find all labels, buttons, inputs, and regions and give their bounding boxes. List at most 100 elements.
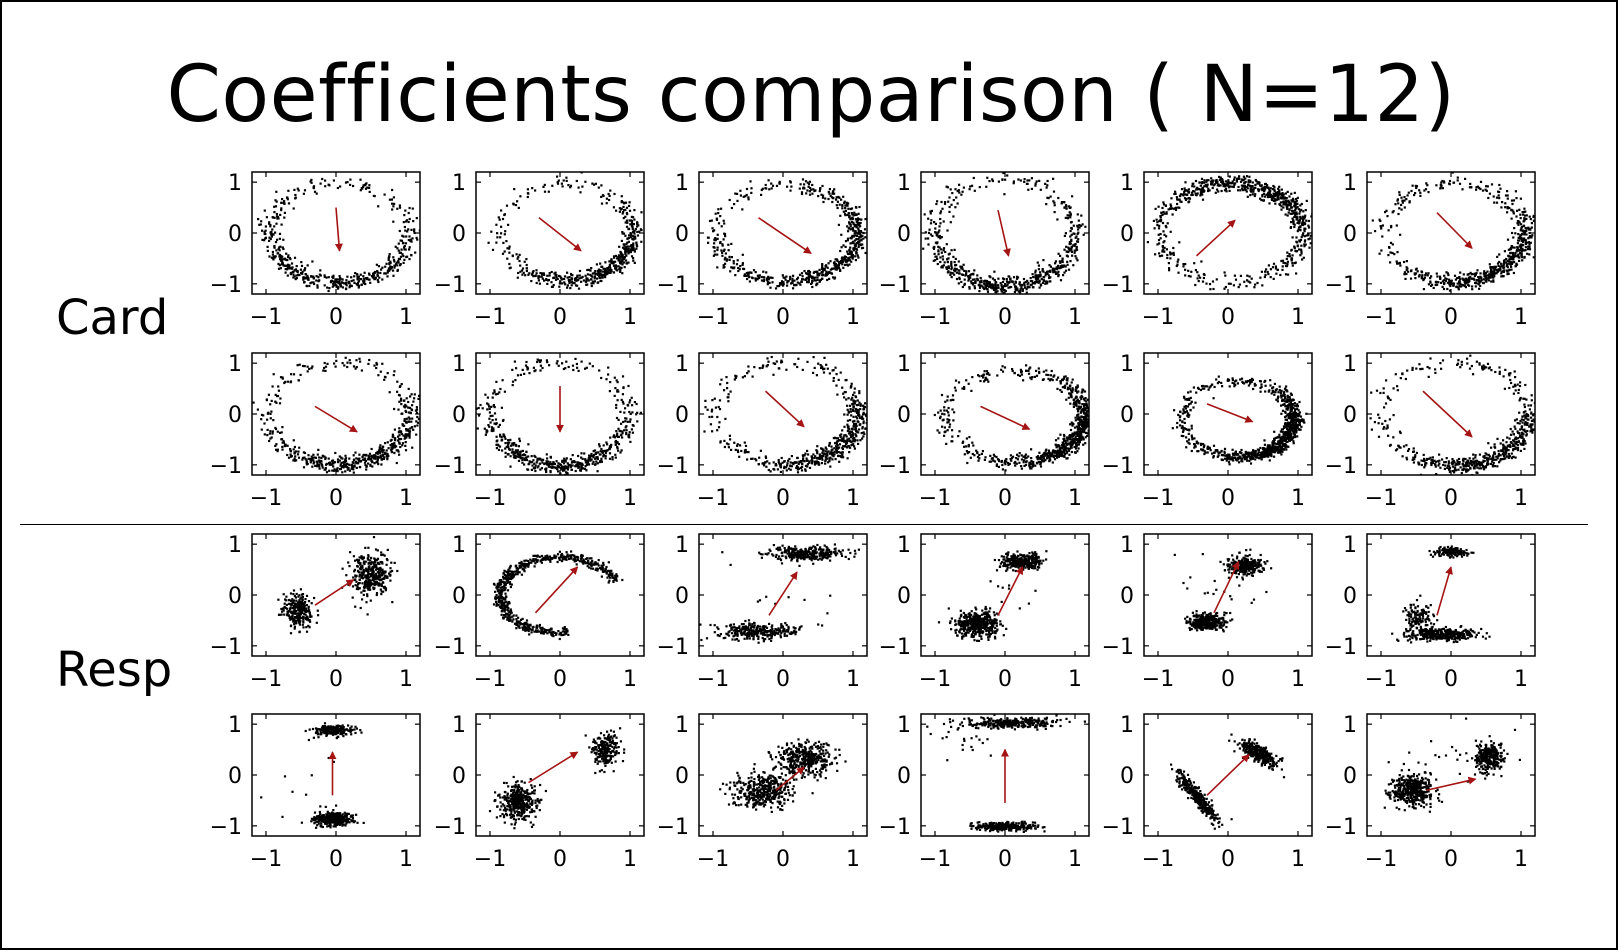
data-point (281, 224, 283, 226)
data-point (1060, 279, 1062, 281)
data-point (1240, 181, 1242, 183)
data-point (640, 211, 642, 213)
data-point (937, 231, 939, 233)
data-point (1303, 257, 1305, 259)
data-point (379, 446, 381, 448)
data-point (518, 445, 520, 447)
data-point (616, 433, 618, 435)
data-point (355, 457, 357, 459)
data-point (848, 222, 850, 224)
data-point (592, 282, 594, 284)
data-point (287, 198, 289, 200)
data-point (382, 455, 384, 457)
data-point (1269, 191, 1271, 193)
data-point (743, 268, 745, 270)
data-point (514, 361, 516, 363)
data-point (524, 261, 526, 263)
data-point (716, 254, 718, 256)
data-point (377, 275, 379, 277)
data-point (736, 193, 738, 195)
data-point (636, 231, 638, 233)
data-point (585, 461, 587, 463)
data-point (1265, 268, 1267, 270)
data-point (591, 276, 593, 278)
data-point (775, 287, 777, 289)
data-point (269, 225, 271, 227)
data-point (723, 222, 725, 224)
data-point (398, 250, 400, 252)
data-point (527, 367, 529, 369)
data-point (272, 257, 274, 259)
data-point (714, 237, 716, 239)
data-point (1263, 193, 1265, 195)
data-point (1023, 283, 1025, 285)
data-point (393, 203, 395, 205)
data-point (1191, 185, 1193, 187)
data-point (631, 397, 633, 399)
data-point (257, 409, 259, 411)
data-point (822, 201, 824, 203)
data-point (623, 248, 625, 250)
data-point (1410, 270, 1412, 272)
data-point (1065, 246, 1067, 248)
data-point (1216, 278, 1218, 280)
data-point (589, 460, 591, 462)
data-point (1387, 254, 1389, 256)
data-point (1026, 288, 1028, 290)
data-point (1223, 183, 1225, 185)
data-point (281, 426, 283, 428)
data-point (558, 180, 560, 182)
data-point (503, 435, 505, 437)
data-point (1203, 182, 1205, 184)
data-point (1213, 184, 1215, 186)
data-point (1400, 204, 1402, 206)
data-point (374, 454, 376, 456)
data-point (629, 399, 631, 401)
data-point (930, 219, 932, 221)
data-point (629, 421, 631, 423)
data-point (1292, 254, 1294, 256)
data-point (422, 412, 424, 414)
x-tick-label: −1 (250, 486, 282, 511)
data-point (955, 196, 957, 198)
data-point (373, 195, 375, 197)
y-tick-label: 0 (1120, 222, 1134, 247)
data-point (353, 454, 355, 456)
data-point (486, 402, 488, 404)
data-point (317, 276, 319, 278)
data-point (1379, 219, 1381, 221)
data-point (378, 277, 380, 279)
data-point (396, 462, 398, 464)
data-point (504, 438, 506, 440)
data-point (1291, 206, 1293, 208)
data-point (1461, 188, 1463, 190)
data-point (842, 244, 844, 246)
data-point (844, 207, 846, 209)
data-point (345, 282, 347, 284)
data-point (778, 459, 780, 461)
data-point (731, 207, 733, 209)
data-point (1291, 262, 1293, 264)
data-point (1161, 207, 1163, 209)
data-point (1229, 190, 1231, 192)
data-point (392, 205, 394, 207)
data-point (768, 179, 770, 181)
data-point (282, 239, 284, 241)
data-point (253, 402, 255, 404)
data-point (507, 453, 509, 455)
data-point (373, 462, 375, 464)
data-point (400, 239, 402, 241)
data-point (994, 279, 996, 281)
data-point (834, 261, 836, 263)
data-point (1290, 249, 1292, 251)
data-point (1254, 184, 1256, 186)
data-point (1256, 282, 1258, 284)
data-point (1246, 175, 1248, 177)
data-point (946, 229, 948, 231)
data-point (1046, 197, 1048, 199)
data-point (633, 219, 635, 221)
data-point (1295, 272, 1297, 274)
data-point (1471, 285, 1473, 287)
data-point (609, 458, 611, 460)
data-point (861, 247, 863, 249)
